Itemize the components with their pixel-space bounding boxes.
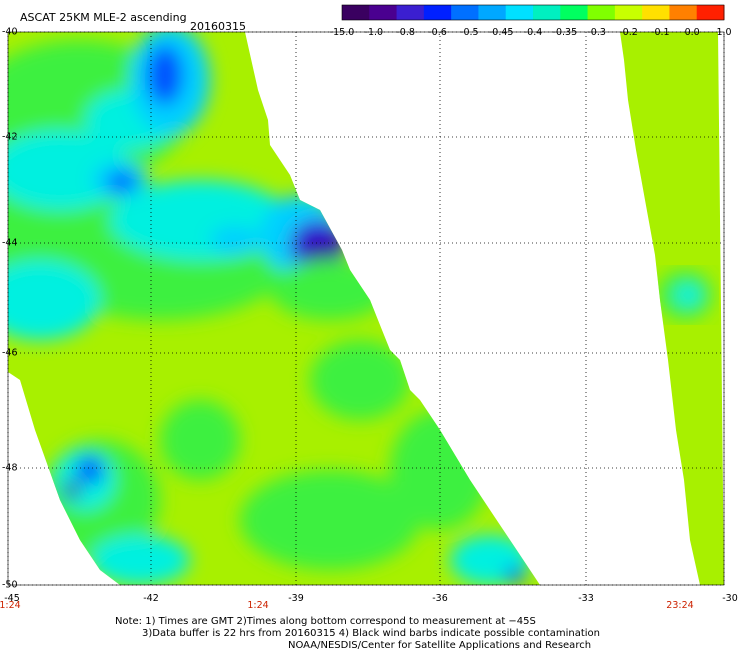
note-line-1: Note: 1) Times are GMT 2)Times along bot… [115,616,536,627]
time-label-right: 23:24 [666,600,694,611]
colorbar-border [341,4,725,21]
longitude-label: -36 [432,593,448,604]
colorbar-swatch [587,5,616,20]
colorbar-tick-label: -0.2 [619,27,638,38]
colorbar-tick-label: -0.5 [460,27,479,38]
swath-east [620,32,724,585]
time-label-left: 1:24 [0,600,21,611]
colorbar-swatch [505,5,534,20]
latitude-label: -46 [2,347,18,359]
colorbar-swatch [560,5,589,20]
latitude-label: -40 [2,26,18,38]
product-date: 20160315 [190,20,246,33]
map-frame [7,31,725,586]
colorbar-tick-label: -15.0 [329,27,355,38]
longitude-label: -45 [4,593,20,604]
latitude-label: -42 [2,131,18,143]
longitude-label: -33 [578,593,594,604]
colorbar-tick-label: 0.0 [684,27,700,38]
colorbar-swatch [396,5,425,20]
colorbar-swatch [614,5,643,20]
note-line-2: 3)Data buffer is 22 hrs from 20160315 4)… [142,628,600,639]
colorbar-swatch [423,5,452,20]
colorbar-swatch [369,5,398,20]
product-title: ASCAT 25KM MLE-2 ascending [20,11,187,24]
colorbar-swatch [696,5,725,20]
colorbar-tick-label: -0.8 [396,27,415,38]
colorbar-swatch [642,5,670,20]
colorbar-tick-label: -1.0 [364,27,384,38]
colorbar-tick-label: -0.6 [428,27,447,38]
colorbar-tick-label: -0.45 [488,27,514,38]
longitude-label: -30 [722,593,738,604]
colorbar-tick-label: -0.1 [651,27,670,38]
note-line-3: NOAA/NESDIS/Center for Satellite Applica… [288,640,592,651]
colorbar-tick-label: -0.35 [552,27,578,38]
colorbar-swatch [451,5,479,20]
colorbar-tick-label: -0.3 [587,27,606,38]
longitude-label: -42 [143,593,159,604]
time-label-mid: 1:24 [247,600,269,611]
longitude-label: -39 [288,593,304,604]
colorbar-swatch [342,5,370,20]
colorbar-swatch [533,5,561,20]
latitude-label: -48 [2,462,18,474]
colorbar-tick-label: 1.0 [716,27,732,38]
swath-west [8,32,540,585]
latitude-label: -44 [2,237,18,249]
colorbar-tick-label: -0.4 [523,27,543,38]
colorbar-swatch [478,5,507,20]
colorbar [341,4,725,21]
latitude-label: -50 [2,579,18,591]
colorbar-swatch [669,5,698,20]
